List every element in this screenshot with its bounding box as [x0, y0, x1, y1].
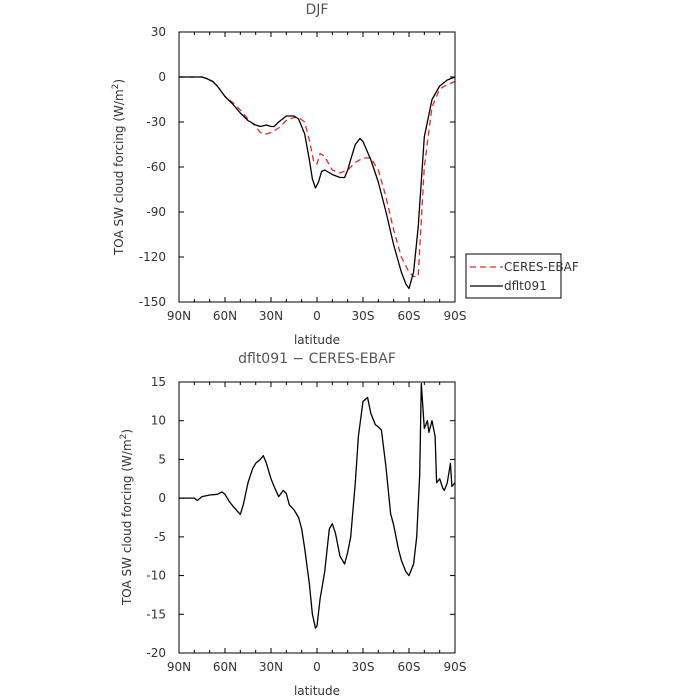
y-axis-title-main: TOA SW cloud forcing (W/m	[120, 439, 134, 606]
legend-label-dflt091: dflt091	[504, 279, 547, 293]
x-tick-label: 90N	[167, 309, 191, 323]
x-tick-label: 30S	[352, 309, 375, 323]
x-tick-label: 90N	[167, 660, 191, 674]
x-tick-label: 30N	[259, 660, 283, 674]
plot-area: 90N 60N 30N 0 30S 60S 90S 15 10 5 0 -5 -10 -15 -20	[146, 375, 466, 674]
x-tick-label: 60N	[213, 660, 237, 674]
panel-title: DJF	[306, 2, 329, 18]
x-tick-label: 60N	[213, 309, 237, 323]
y-axis-title-sup: 2	[119, 434, 129, 440]
y-axis-title: TOA SW cloud forcing (W/m2)	[111, 79, 126, 256]
x-tick-label: 30N	[259, 309, 283, 323]
x-tick-label: 90S	[444, 660, 467, 674]
y-tick-label: 0	[158, 491, 166, 505]
y-tick-label: 0	[158, 70, 166, 84]
y-tick-label: -10	[146, 569, 166, 583]
legend: CERES-EBAF dflt091	[465, 253, 579, 299]
x-tick-label: 0	[313, 660, 321, 674]
y-tick-label: 10	[151, 414, 166, 428]
y-tick-label: 5	[158, 452, 166, 466]
y-tick-label: -20	[146, 646, 166, 660]
series-line-dflt091	[179, 76, 456, 290]
series-line-ceres-ebaf	[179, 76, 456, 278]
y-axis-title-sup: 2	[111, 84, 121, 90]
panel-title: dflt091 − CERES-EBAF	[238, 351, 396, 367]
y-tick-label: -150	[139, 295, 166, 309]
x-tick-label: 90S	[444, 309, 467, 323]
x-tick-label: 60S	[398, 660, 421, 674]
x-axis-title: latitude	[294, 684, 340, 698]
plot-frame	[178, 31, 456, 303]
series-line	[179, 382, 456, 629]
y-tick-label: -90	[146, 205, 166, 219]
y-tick-label: -120	[139, 250, 166, 264]
y-axis-title: TOA SW cloud forcing (W/m2)	[119, 429, 134, 606]
plot-area: 90N 60N 30N 0 30S 60S 90S 30 0 -30 -60 -90 -120 -150	[139, 25, 467, 323]
x-tick-label: 60S	[398, 309, 421, 323]
legend-box	[465, 253, 562, 299]
x-tick-label: 30S	[352, 660, 375, 674]
y-tick-label: -15	[146, 607, 166, 621]
legend-label-ceres-ebaf: CERES-EBAF	[504, 260, 579, 274]
x-axis-title: latitude	[294, 333, 340, 347]
y-axis-title-main: TOA SW cloud forcing (W/m	[112, 89, 126, 256]
y-tick-label: 30	[151, 25, 166, 39]
panel-bottom: dflt091 − CERES-EBAF 90N 60N 30N 0 30S 60S 90S…	[119, 351, 466, 698]
y-tick-label: -60	[146, 160, 166, 174]
y-tick-label: -5	[154, 530, 166, 544]
y-axis-title-tail: )	[112, 79, 126, 84]
y-axis-title-tail: )	[120, 429, 134, 434]
panel-top: DJF 90N 60N 30N 0 30S 60S 90S 30 0 -30 -60 -90 -120 -…	[111, 2, 579, 347]
y-tick-label: 15	[151, 375, 166, 389]
x-tick-label: 0	[313, 309, 321, 323]
plot-frame	[178, 381, 456, 654]
y-tick-label: -30	[146, 115, 166, 129]
